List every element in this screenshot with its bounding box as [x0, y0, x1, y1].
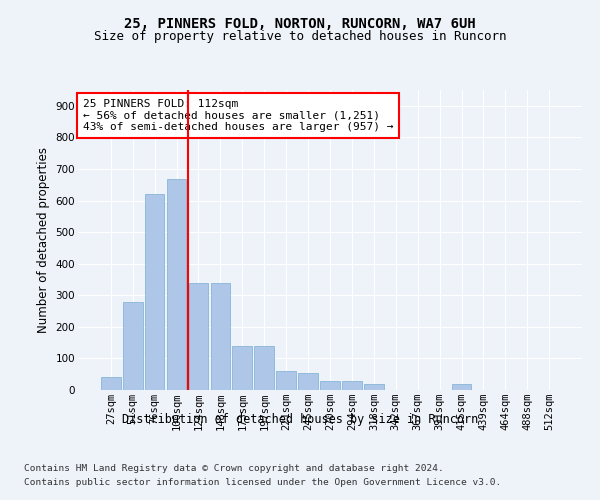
- Text: Contains public sector information licensed under the Open Government Licence v3: Contains public sector information licen…: [24, 478, 501, 487]
- Bar: [254, 346, 274, 390]
- Bar: [232, 346, 252, 390]
- Y-axis label: Number of detached properties: Number of detached properties: [37, 147, 50, 333]
- Text: 25 PINNERS FOLD: 112sqm
← 56% of detached houses are smaller (1,251)
43% of semi: 25 PINNERS FOLD: 112sqm ← 56% of detache…: [83, 99, 394, 132]
- Text: Contains HM Land Registry data © Crown copyright and database right 2024.: Contains HM Land Registry data © Crown c…: [24, 464, 444, 473]
- Bar: [452, 384, 472, 390]
- Bar: [123, 302, 143, 390]
- Bar: [101, 376, 121, 390]
- Bar: [298, 372, 318, 390]
- Bar: [188, 282, 208, 390]
- Bar: [364, 384, 384, 390]
- Bar: [342, 380, 362, 390]
- Bar: [276, 371, 296, 390]
- Text: 25, PINNERS FOLD, NORTON, RUNCORN, WA7 6UH: 25, PINNERS FOLD, NORTON, RUNCORN, WA7 6…: [124, 18, 476, 32]
- Bar: [145, 194, 164, 390]
- Bar: [320, 380, 340, 390]
- Text: Distribution of detached houses by size in Runcorn: Distribution of detached houses by size …: [122, 412, 478, 426]
- Bar: [211, 282, 230, 390]
- Text: Size of property relative to detached houses in Runcorn: Size of property relative to detached ho…: [94, 30, 506, 43]
- Bar: [167, 179, 187, 390]
